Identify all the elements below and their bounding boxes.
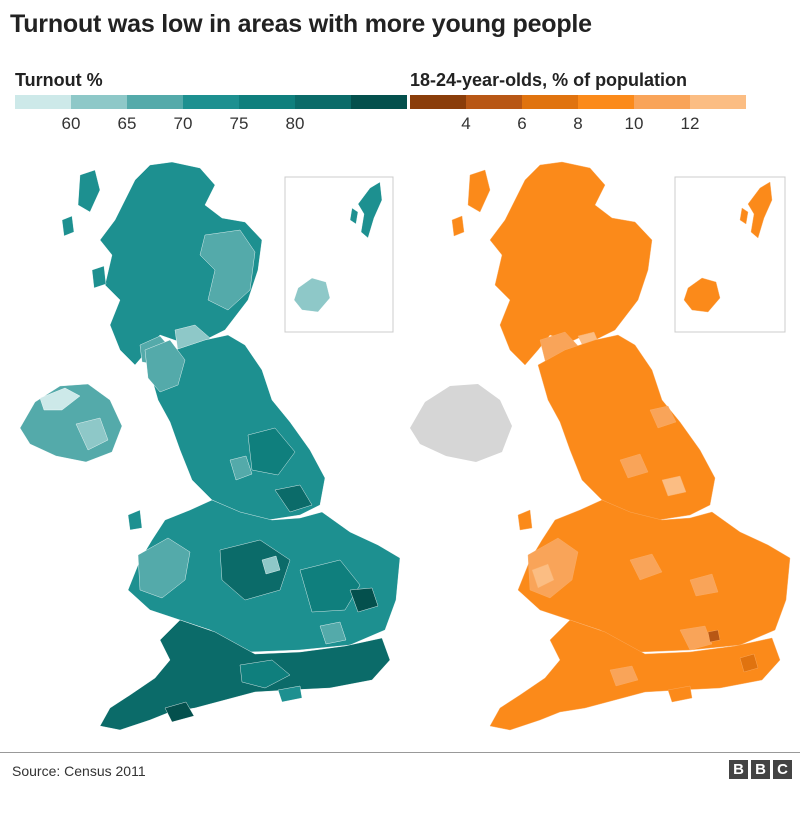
- turnout-tick: 70: [173, 114, 193, 133]
- young-legend: 18-24-year-olds, % of population 4 6 8 1…: [410, 70, 746, 133]
- young-people-map: [400, 160, 800, 750]
- turnout-map-svg: [19, 161, 401, 731]
- bbc-logo-letter: B: [729, 760, 748, 779]
- turnout-legend: Turnout % 60 65 70 75 80: [15, 70, 407, 133]
- turnout-tick: 75: [229, 114, 249, 133]
- young-legend-title: 18-24-year-olds, % of population: [410, 70, 688, 90]
- northern-ireland-region: [410, 384, 512, 462]
- young-tick: 8: [573, 114, 583, 133]
- turnout-swatch-5: [239, 95, 295, 109]
- turnout-swatch-3: [127, 95, 183, 109]
- bbc-logo-letter: B: [751, 760, 770, 779]
- turnout-legend-title: Turnout %: [15, 70, 103, 90]
- south-england-region: [489, 619, 781, 731]
- turnout-color-scale: [15, 95, 407, 109]
- northern-ireland-region: [19, 383, 123, 463]
- footer-divider: [0, 752, 800, 753]
- young-swatch-4: [578, 95, 634, 109]
- young-color-scale: [410, 95, 746, 109]
- shetland-orkney-inset: [284, 176, 394, 333]
- young-swatch-2: [466, 95, 522, 109]
- turnout-swatch-6: [295, 95, 351, 109]
- chart-title: Turnout was low in areas with more young…: [10, 10, 592, 38]
- young-swatch-1: [410, 95, 466, 109]
- islands-west: [127, 509, 303, 703]
- turnout-tick: 60: [61, 114, 81, 133]
- turnout-swatch-4: [183, 95, 239, 109]
- young-map-svg: [410, 161, 791, 731]
- northern-england-region: [144, 334, 326, 521]
- turnout-map: [0, 160, 401, 750]
- islands-west: [517, 509, 693, 703]
- young-swatch-5: [634, 95, 690, 109]
- bbc-logo-letter: C: [773, 760, 792, 779]
- young-swatch-3: [522, 95, 578, 109]
- young-swatch-6: [690, 95, 746, 109]
- source-note: Source: Census 2011: [12, 763, 146, 779]
- young-tick: 10: [624, 114, 644, 133]
- young-tick: 6: [517, 114, 527, 133]
- young-tick: 12: [680, 114, 700, 133]
- shetland-orkney-inset: [674, 176, 786, 333]
- turnout-tick: 65: [117, 114, 137, 133]
- turnout-swatch-2: [71, 95, 127, 109]
- wales-midlands-region: [127, 499, 401, 653]
- wales-midlands-region: [517, 499, 791, 653]
- scotland-region: [61, 161, 263, 366]
- turnout-swatch-7: [351, 95, 407, 109]
- south-england-region: [99, 619, 391, 731]
- young-tick: 4: [461, 114, 471, 133]
- bbc-logo: B B C: [729, 760, 792, 779]
- northern-england-region: [537, 334, 716, 521]
- scotland-region: [451, 161, 653, 367]
- turnout-tick: 80: [285, 114, 305, 133]
- turnout-swatch-1: [15, 95, 71, 109]
